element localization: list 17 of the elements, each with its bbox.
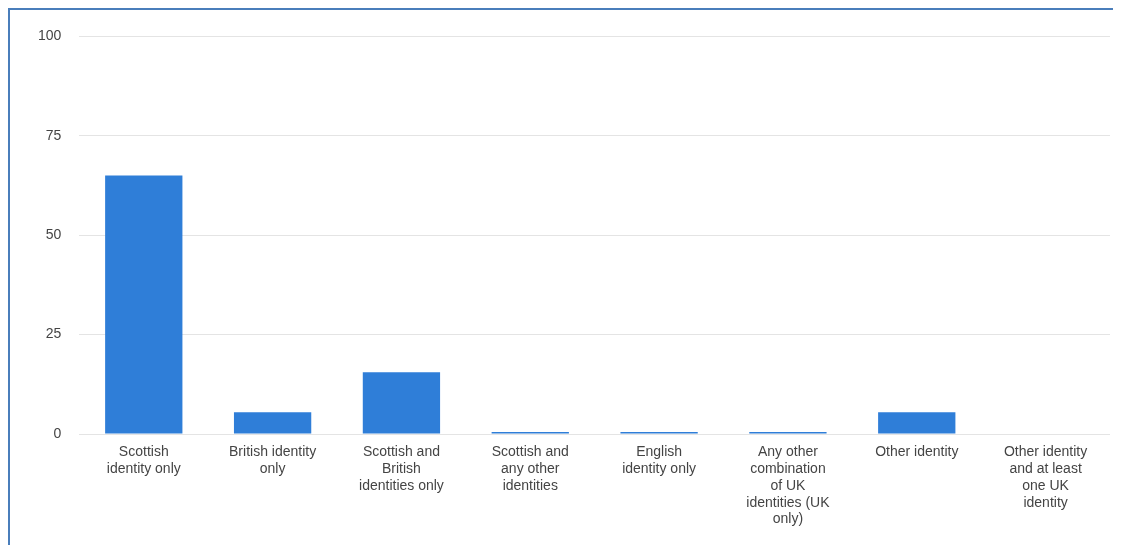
x-tick-label: Any other combination of UK identities (UK only) (746, 443, 831, 527)
y-tick-label: 50 (45, 226, 62, 243)
x-tick-label: Scottish and British identities only (359, 443, 444, 493)
x-tick-label: Scottish and any other identities (491, 443, 569, 493)
x-tick-label: British identity only (229, 443, 317, 477)
x-tick-label: Scottish identity only (106, 443, 181, 477)
x-tick-label: English identity only (622, 443, 697, 477)
bar (878, 412, 956, 434)
bar (105, 175, 183, 434)
x-tick-label: Other identity and at least one UK identity (1003, 443, 1088, 510)
y-tick-label: 75 (45, 126, 62, 143)
x-tick-label: Other identity (875, 443, 959, 460)
y-tick-label: 25 (45, 325, 62, 342)
y-tick-label: 0 (53, 424, 62, 441)
y-tick-label: 100 (38, 27, 62, 44)
bar (233, 412, 312, 434)
bar (362, 372, 441, 434)
